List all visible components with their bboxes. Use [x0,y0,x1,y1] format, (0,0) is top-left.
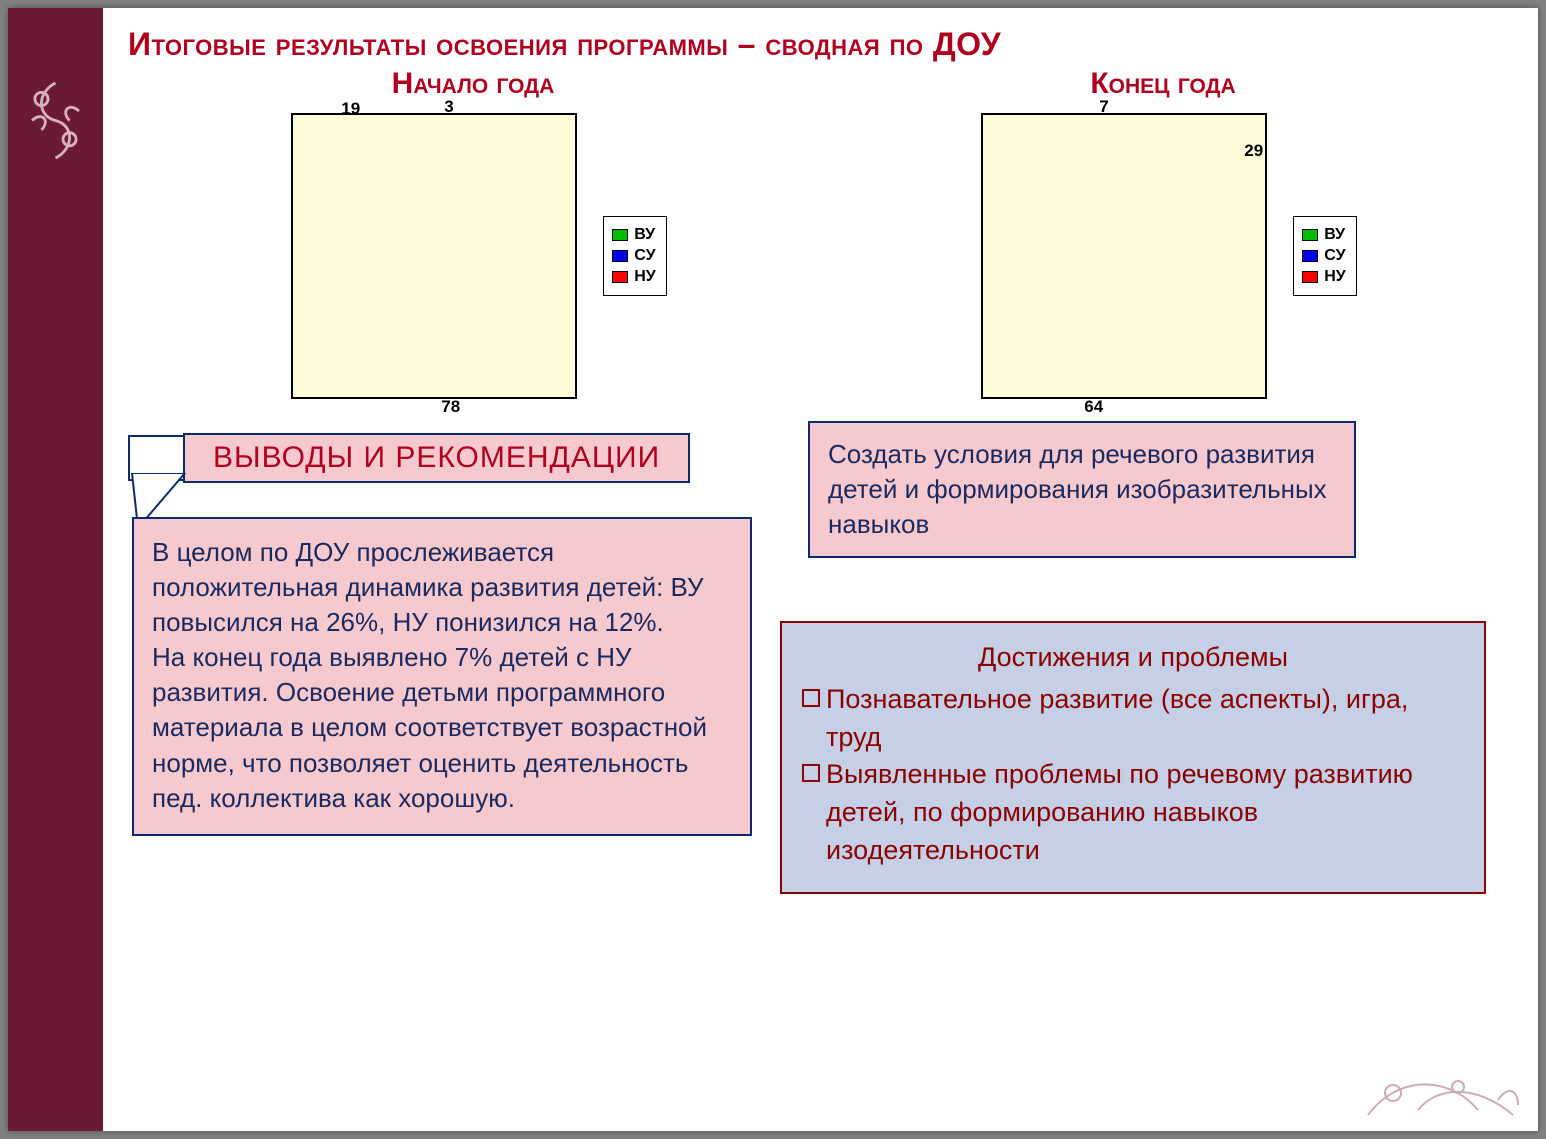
pie-end-label-nu: 7 [1099,97,1108,117]
pie-end-label-su: 64 [1084,397,1103,417]
pie-end-label-vu: 29 [1244,141,1263,161]
legend-item: СУ [612,247,656,265]
legend-swatch-vu [1302,229,1318,241]
chart-start: Начало года 3 78 19 ВУ СУ НУ [279,67,667,411]
legend-end: ВУ СУ НУ [1293,216,1357,296]
bullet-square-icon [802,764,820,782]
legend-item: НУ [612,268,656,286]
legend-swatch-su [612,250,628,262]
conclusions-main-box: В целом по ДОУ прослеживается положитель… [132,517,752,836]
chart-start-title: Начало года [392,67,555,101]
legend-item: ВУ [612,226,656,244]
legend-swatch-nu [612,271,628,283]
pie-start-label-nu: 19 [341,99,360,119]
pie-start-box: 3 78 19 [279,101,589,411]
bullet-text: Выявленные проблемы по речевому развитию… [826,756,1464,869]
legend-label: НУ [1324,268,1346,286]
page-title: Итоговые результаты освоения программы –… [128,26,1508,63]
legend-start: ВУ СУ НУ [603,216,667,296]
legend-item: ВУ [1302,226,1346,244]
bullet-text: Познавательное развитие (все аспекты), и… [826,681,1464,757]
bullet-square-icon [802,689,820,707]
chart-end: Конец года 29 64 7 ВУ СУ НУ [969,67,1357,411]
chart-end-body: 29 64 7 ВУ СУ НУ [969,101,1357,411]
legend-item: НУ [1302,268,1346,286]
legend-label: ВУ [634,226,655,244]
legend-label: НУ [634,268,656,286]
chart-start-body: 3 78 19 ВУ СУ НУ [279,101,667,411]
pie-start-label-vu: 3 [444,97,453,117]
content-area: Итоговые результаты освоения программы –… [103,8,1538,1131]
pie-end-box: 29 64 7 [969,101,1279,411]
flourish-icon [18,78,93,163]
charts-row: Начало года 3 78 19 ВУ СУ НУ [128,67,1508,411]
slide: Итоговые результаты освоения программы –… [8,8,1538,1131]
pie-end-frame [981,113,1267,399]
achievements-bullet: Познавательное развитие (все аспекты), и… [802,681,1464,757]
corner-flourish-icon [1358,1015,1528,1125]
legend-item: СУ [1302,247,1346,265]
pie-start-label-su: 78 [441,397,460,417]
legend-label: ВУ [1324,226,1345,244]
legend-swatch-vu [612,229,628,241]
legend-swatch-su [1302,250,1318,262]
chart-end-title: Конец года [1090,67,1235,101]
side-strip [8,8,103,1131]
conclusions-side-box: Создать условия для речевого развития де… [808,421,1356,558]
achievements-bullet: Выявленные проблемы по речевому развитию… [802,756,1464,869]
legend-label: СУ [1324,247,1345,265]
legend-swatch-nu [1302,271,1318,283]
conclusions-header: ВЫВОДЫ И РЕКОМЕНДАЦИИ [183,433,690,483]
pie-start-frame [291,113,577,399]
achievements-box: Достижения и проблемы Познавательное раз… [780,621,1486,894]
legend-label: СУ [634,247,655,265]
achievements-title: Достижения и проблемы [802,639,1464,677]
